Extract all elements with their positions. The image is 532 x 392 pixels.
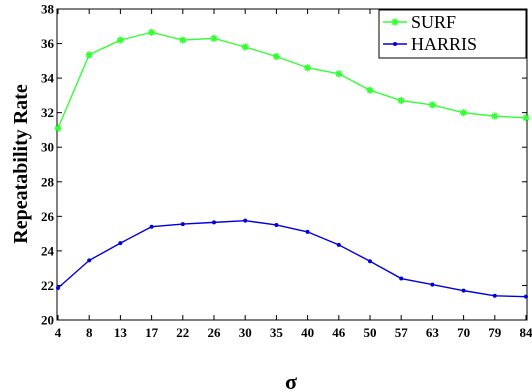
data-point bbox=[85, 51, 93, 59]
y-tick-label: 34 bbox=[41, 71, 55, 86]
data-point bbox=[56, 286, 60, 291]
x-tick-label: 17 bbox=[145, 325, 159, 340]
data-point bbox=[399, 276, 404, 281]
y-axis-label: Repeatability Rate bbox=[10, 84, 32, 244]
data-point bbox=[460, 109, 468, 117]
series-line bbox=[57, 31, 527, 129]
x-tick-label: 30 bbox=[239, 325, 252, 340]
data-point bbox=[391, 18, 399, 26]
legend-box bbox=[378, 9, 527, 59]
x-tick-label: 79 bbox=[488, 325, 502, 340]
data-point bbox=[492, 293, 497, 298]
data-point bbox=[148, 28, 156, 36]
x-tick-label: 84 bbox=[520, 325, 532, 340]
data-point bbox=[210, 34, 218, 42]
data-point bbox=[54, 124, 62, 132]
data-point bbox=[368, 259, 372, 264]
data-point bbox=[180, 222, 185, 227]
x-tick-label: 63 bbox=[426, 325, 440, 340]
x-tick-label: 46 bbox=[332, 325, 346, 340]
x-tick-label: 70 bbox=[457, 325, 470, 340]
x-axis-ticks: 4 8 13 17 22 26 30 35 40 46 50 57 63 70 79 84 bbox=[55, 9, 532, 340]
y-tick-label: 24 bbox=[41, 243, 55, 258]
data-point bbox=[241, 43, 249, 51]
data-point bbox=[272, 53, 280, 61]
data-point bbox=[274, 222, 279, 227]
data-point bbox=[87, 258, 92, 263]
y-tick-label: 38 bbox=[41, 2, 55, 17]
legend-label: SURF bbox=[411, 12, 456, 32]
data-point bbox=[304, 64, 312, 72]
data-point bbox=[522, 114, 530, 122]
y-axis-ticks: 20 22 24 26 28 30 32 34 36 38 bbox=[41, 2, 527, 328]
data-point bbox=[397, 97, 405, 105]
y-tick-label: 26 bbox=[41, 209, 55, 224]
series-line bbox=[57, 219, 527, 298]
x-tick-label: 26 bbox=[208, 325, 222, 340]
x-tick-label: 8 bbox=[86, 325, 93, 340]
x-tick-label: 57 bbox=[395, 325, 409, 340]
x-tick-label: 40 bbox=[301, 325, 314, 340]
series-surf bbox=[54, 28, 530, 132]
y-tick-label: 32 bbox=[41, 105, 54, 120]
data-point bbox=[461, 288, 466, 293]
data-point bbox=[305, 229, 310, 234]
x-tick-label: 13 bbox=[114, 325, 128, 340]
x-tick-label: 4 bbox=[55, 325, 62, 340]
y-tick-label: 36 bbox=[41, 36, 55, 51]
data-point bbox=[118, 241, 123, 246]
data-point bbox=[430, 282, 435, 287]
legend-item-surf: SURF bbox=[383, 12, 456, 32]
x-tick-label: 35 bbox=[270, 325, 284, 340]
data-point bbox=[524, 294, 528, 299]
x-tick-label: 50 bbox=[364, 325, 377, 340]
data-point bbox=[335, 70, 343, 78]
data-point bbox=[428, 101, 436, 109]
data-point bbox=[243, 218, 248, 223]
series-harris bbox=[56, 218, 528, 299]
data-point bbox=[212, 220, 216, 225]
data-point bbox=[366, 86, 374, 94]
x-tick-label: 22 bbox=[176, 325, 189, 340]
data-point bbox=[179, 36, 187, 44]
series-group bbox=[54, 28, 530, 299]
plot-area bbox=[56, 8, 528, 321]
y-tick-label: 22 bbox=[41, 278, 54, 293]
legend-label: HARRIS bbox=[411, 34, 477, 54]
x-axis-label: σ bbox=[285, 369, 297, 392]
data-point bbox=[491, 112, 499, 120]
data-point bbox=[393, 42, 397, 46]
y-tick-label: 28 bbox=[41, 174, 55, 189]
y-tick-label: 30 bbox=[41, 140, 54, 155]
data-point bbox=[116, 36, 124, 44]
y-tick-label: 20 bbox=[41, 313, 54, 328]
data-point bbox=[336, 242, 341, 247]
data-point bbox=[149, 224, 154, 229]
legend-item-harris: HARRIS bbox=[383, 34, 477, 54]
